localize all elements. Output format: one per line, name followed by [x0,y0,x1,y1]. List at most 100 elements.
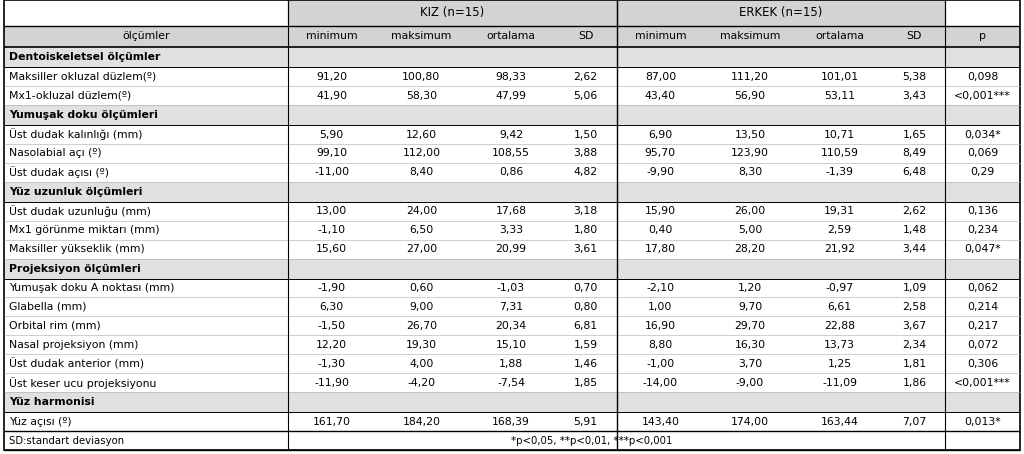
Text: 20,99: 20,99 [496,244,526,254]
Text: -4,20: -4,20 [408,378,435,388]
Text: 3,43: 3,43 [902,91,927,101]
Text: Üst keser ucu projeksiyonu: Üst keser ucu projeksiyonu [9,377,157,389]
Text: 0,136: 0,136 [967,206,998,216]
Text: Üst dudak anterior (mm): Üst dudak anterior (mm) [9,358,144,370]
Text: 0,072: 0,072 [967,340,998,350]
Bar [4,25,1020,47]
Text: 1,80: 1,80 [573,225,598,235]
Text: 0,214: 0,214 [967,302,998,312]
Text: 95,70: 95,70 [645,148,676,158]
Text: 1,86: 1,86 [902,378,927,388]
Text: 0,60: 0,60 [410,283,433,293]
Text: 7,07: 7,07 [902,417,927,427]
Text: 123,90: 123,90 [731,148,769,158]
Text: Orbital rim (mm): Orbital rim (mm) [9,321,100,331]
Text: 2,62: 2,62 [573,72,598,82]
Text: 3,18: 3,18 [573,206,598,216]
Text: 13,50: 13,50 [734,129,766,139]
Text: Nasolabial açı (º): Nasolabial açı (º) [9,148,101,158]
Text: 110,59: 110,59 [820,148,859,158]
Text: minimum: minimum [635,31,686,41]
Text: 16,30: 16,30 [734,340,766,350]
Text: SD:standart deviasyon: SD:standart deviasyon [9,435,124,445]
Text: 108,55: 108,55 [492,148,530,158]
Text: 3,88: 3,88 [573,148,598,158]
Text: SD: SD [906,31,922,41]
Text: 5,00: 5,00 [738,225,762,235]
Bar [4,86,1020,105]
Bar [4,163,1020,182]
Text: 91,20: 91,20 [316,72,347,82]
Text: 111,20: 111,20 [731,72,769,82]
Bar [4,392,1020,412]
Text: 163,44: 163,44 [821,417,859,427]
Text: 0,80: 0,80 [573,302,598,312]
Text: 10,71: 10,71 [824,129,855,139]
Text: 1,20: 1,20 [738,283,762,293]
Text: maksimum: maksimum [391,31,452,41]
Text: Yüz harmonisi: Yüz harmonisi [9,397,94,407]
Text: 0,70: 0,70 [573,283,598,293]
Text: 5,06: 5,06 [573,91,598,101]
Text: 0,234: 0,234 [967,225,998,235]
Text: 4,82: 4,82 [573,168,598,178]
Text: 5,90: 5,90 [319,129,344,139]
Text: 58,30: 58,30 [406,91,437,101]
Text: 1,09: 1,09 [902,283,927,293]
Text: Dentoiskeletsel ölçümler: Dentoiskeletsel ölçümler [9,52,161,62]
Text: -9,00: -9,00 [736,378,764,388]
Bar [4,47,1020,67]
Text: 20,34: 20,34 [496,321,526,331]
Text: -1,30: -1,30 [317,359,346,369]
Text: Yüz uzunluk ölçümleri: Yüz uzunluk ölçümleri [9,187,142,197]
Text: 12,20: 12,20 [316,340,347,350]
Text: 1,59: 1,59 [573,340,598,350]
Text: 16,90: 16,90 [645,321,676,331]
Text: 24,00: 24,00 [406,206,437,216]
Text: 3,33: 3,33 [499,225,523,235]
Text: 19,31: 19,31 [824,206,855,216]
Text: 87,00: 87,00 [645,72,676,82]
Text: 8,40: 8,40 [410,168,433,178]
Bar [4,202,1020,221]
Bar [616,0,945,25]
Text: 0,40: 0,40 [648,225,673,235]
Text: -11,90: -11,90 [314,378,349,388]
Text: -1,39: -1,39 [825,168,854,178]
Bar [4,431,1020,450]
Text: ERKEK (n=15): ERKEK (n=15) [739,6,822,19]
Bar [4,67,1020,86]
Text: 6,90: 6,90 [648,129,673,139]
Text: 8,80: 8,80 [648,340,673,350]
Text: 168,39: 168,39 [493,417,530,427]
Text: 41,90: 41,90 [316,91,347,101]
Text: 6,50: 6,50 [410,225,433,235]
Bar [4,0,288,25]
Text: 6,81: 6,81 [573,321,598,331]
Bar [4,297,1020,316]
Text: 5,38: 5,38 [902,72,927,82]
Text: 0,86: 0,86 [499,168,523,178]
Text: -7,54: -7,54 [497,378,525,388]
Text: 174,00: 174,00 [731,417,769,427]
Text: 3,44: 3,44 [902,244,927,254]
Text: 1,46: 1,46 [573,359,598,369]
Bar [288,0,616,25]
Text: 143,40: 143,40 [641,417,679,427]
Text: 26,00: 26,00 [734,206,766,216]
Text: 98,33: 98,33 [496,72,526,82]
Text: -11,00: -11,00 [314,168,349,178]
Bar [945,0,1020,25]
Text: 7,31: 7,31 [499,302,523,312]
Text: 47,99: 47,99 [496,91,526,101]
Text: 28,20: 28,20 [734,244,766,254]
Text: 1,65: 1,65 [902,129,927,139]
Bar [4,316,1020,336]
Text: 13,00: 13,00 [316,206,347,216]
Text: -1,03: -1,03 [497,283,525,293]
Text: 4,00: 4,00 [410,359,433,369]
Text: 0,217: 0,217 [967,321,998,331]
Text: 2,59: 2,59 [827,225,852,235]
Text: 3,61: 3,61 [573,244,598,254]
Text: <0,001***: <0,001*** [954,91,1011,101]
